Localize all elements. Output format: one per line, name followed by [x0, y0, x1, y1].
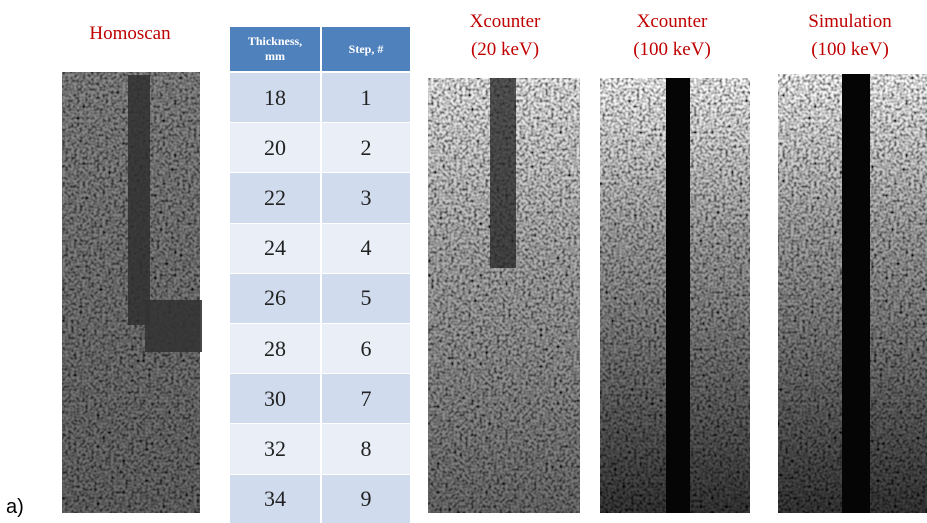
- xcounter-20-image: [428, 78, 580, 513]
- panel-label: a): [6, 496, 24, 519]
- image-title: Xcounter: [420, 8, 590, 36]
- table-cell: 18: [230, 73, 320, 122]
- image-title: Homoscan: [45, 20, 215, 48]
- table-cell: 26: [230, 274, 320, 323]
- table-header: Thickness, mm: [230, 27, 320, 71]
- table-cell: 1: [322, 73, 410, 122]
- homoscan-image: [62, 72, 202, 513]
- table-cell: 4: [322, 224, 410, 273]
- table-cell: 22: [230, 173, 320, 222]
- table-cell: 7: [322, 374, 410, 423]
- table-cell: 32: [230, 424, 320, 473]
- table-cell: 9: [322, 475, 410, 523]
- image-title: (100 keV): [765, 36, 927, 64]
- table-cell: 20: [230, 123, 320, 172]
- images: [0, 0, 927, 523]
- table-cell: 8: [322, 424, 410, 473]
- table-cell: 2: [322, 123, 410, 172]
- table-header: Step, #: [322, 27, 410, 71]
- image-title: Simulation: [765, 8, 927, 36]
- table-cell: 3: [322, 173, 410, 222]
- table-cell: 6: [322, 324, 410, 373]
- table-cell: 30: [230, 374, 320, 423]
- image-title: (20 keV): [420, 36, 590, 64]
- figure: a) HomoscanXcounter(20 keV)Xcounter(100 …: [0, 0, 927, 523]
- table-cell: 24: [230, 224, 320, 273]
- table-cell: 5: [322, 274, 410, 323]
- simulation-image: [778, 74, 927, 513]
- table-cell: 34: [230, 475, 320, 523]
- image-title: Xcounter: [587, 8, 757, 36]
- xcounter-100-image: [600, 78, 750, 513]
- image-title: (100 keV): [587, 36, 757, 64]
- table-cell: 28: [230, 324, 320, 373]
